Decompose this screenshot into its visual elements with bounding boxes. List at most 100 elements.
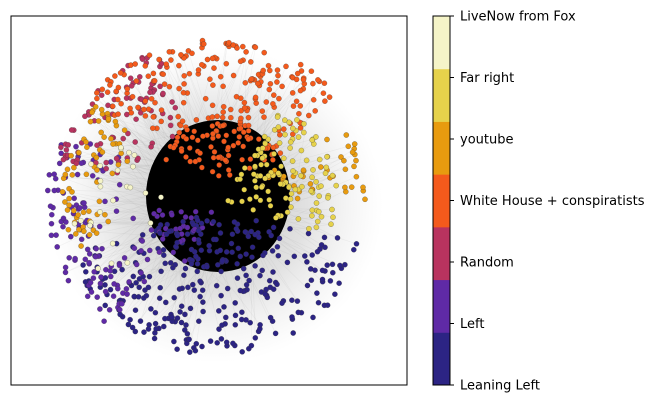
network-node	[351, 164, 356, 169]
network-node	[162, 316, 167, 321]
network-node	[198, 151, 203, 156]
network-node	[271, 151, 276, 156]
network-node	[244, 273, 249, 278]
network-node	[261, 115, 266, 120]
network-node	[88, 119, 93, 124]
network-node	[352, 141, 357, 146]
network-node	[324, 154, 329, 159]
network-node	[207, 77, 212, 82]
network-node	[193, 209, 198, 214]
network-node	[238, 59, 243, 64]
network-node	[286, 185, 291, 190]
network-node	[81, 229, 86, 234]
network-node	[287, 226, 292, 231]
network-node	[298, 173, 303, 178]
network-node	[281, 127, 286, 132]
network-node	[66, 278, 71, 283]
network-node	[105, 90, 110, 95]
network-node	[190, 135, 195, 140]
network-node	[254, 185, 259, 190]
network-node	[129, 110, 134, 115]
network-node	[171, 339, 176, 344]
network-node	[161, 72, 166, 77]
network-node	[143, 113, 148, 118]
network-node	[134, 78, 139, 83]
network-node	[224, 61, 229, 66]
network-node	[288, 196, 293, 201]
network-node	[109, 261, 114, 266]
network-node	[325, 263, 330, 268]
network-node	[175, 347, 180, 352]
network-node	[244, 252, 249, 257]
network-node	[319, 214, 324, 219]
network-node	[233, 300, 238, 305]
network-node	[57, 161, 62, 166]
network-node	[179, 304, 184, 309]
network-node	[84, 172, 89, 177]
network-node	[163, 261, 168, 266]
network-node	[137, 74, 142, 79]
network-node	[97, 224, 102, 229]
network-node	[274, 79, 279, 84]
network-node	[128, 76, 133, 81]
network-node	[258, 173, 263, 178]
network-node	[71, 208, 76, 213]
network-node	[233, 313, 238, 318]
network-node	[260, 268, 265, 273]
network-node	[178, 52, 183, 57]
colorbar-label: Leaning Left	[460, 379, 540, 394]
network-node	[175, 240, 180, 245]
network-node	[49, 212, 54, 217]
network-node	[75, 172, 80, 177]
network-node	[176, 114, 181, 119]
network-node	[239, 199, 244, 204]
network-node	[78, 218, 83, 223]
network-node	[342, 185, 347, 190]
network-node	[94, 246, 99, 251]
network-node	[200, 288, 205, 293]
network-node	[180, 119, 185, 124]
colorbar-label: LiveNow from Fox	[460, 10, 576, 25]
network-node	[193, 254, 198, 259]
network-node	[242, 187, 247, 192]
network-node	[73, 231, 78, 236]
network-node	[315, 249, 320, 254]
network-node	[290, 126, 295, 131]
network-node	[330, 262, 335, 267]
network-node	[76, 150, 81, 155]
colorbar-label: Left	[460, 317, 484, 332]
network-node	[88, 280, 93, 285]
network-node	[183, 214, 188, 219]
network-node	[112, 73, 117, 78]
network-node	[185, 225, 190, 230]
network-node	[324, 137, 329, 142]
network-node	[107, 307, 112, 312]
network-node	[200, 134, 205, 139]
network-node	[89, 289, 94, 294]
network-node	[201, 309, 206, 314]
network-node	[263, 291, 268, 296]
network-node	[76, 212, 81, 217]
network-node	[253, 335, 258, 340]
network-node	[212, 149, 217, 154]
network-node	[325, 303, 330, 308]
network-node	[65, 167, 70, 172]
network-node	[72, 221, 77, 226]
network-node	[79, 243, 84, 248]
network-node	[224, 133, 229, 138]
network-node	[152, 336, 157, 341]
network-node	[169, 212, 174, 217]
network-node	[181, 219, 186, 224]
network-node	[159, 119, 164, 124]
network-node	[173, 105, 178, 110]
network-node	[157, 296, 162, 301]
network-node	[280, 84, 285, 89]
network-node	[175, 316, 180, 321]
network-node	[99, 246, 104, 251]
network-node	[215, 114, 220, 119]
network-node	[89, 161, 94, 166]
network-node	[134, 280, 139, 285]
network-node	[360, 185, 365, 190]
network-node	[226, 167, 231, 172]
network-node	[142, 279, 147, 284]
